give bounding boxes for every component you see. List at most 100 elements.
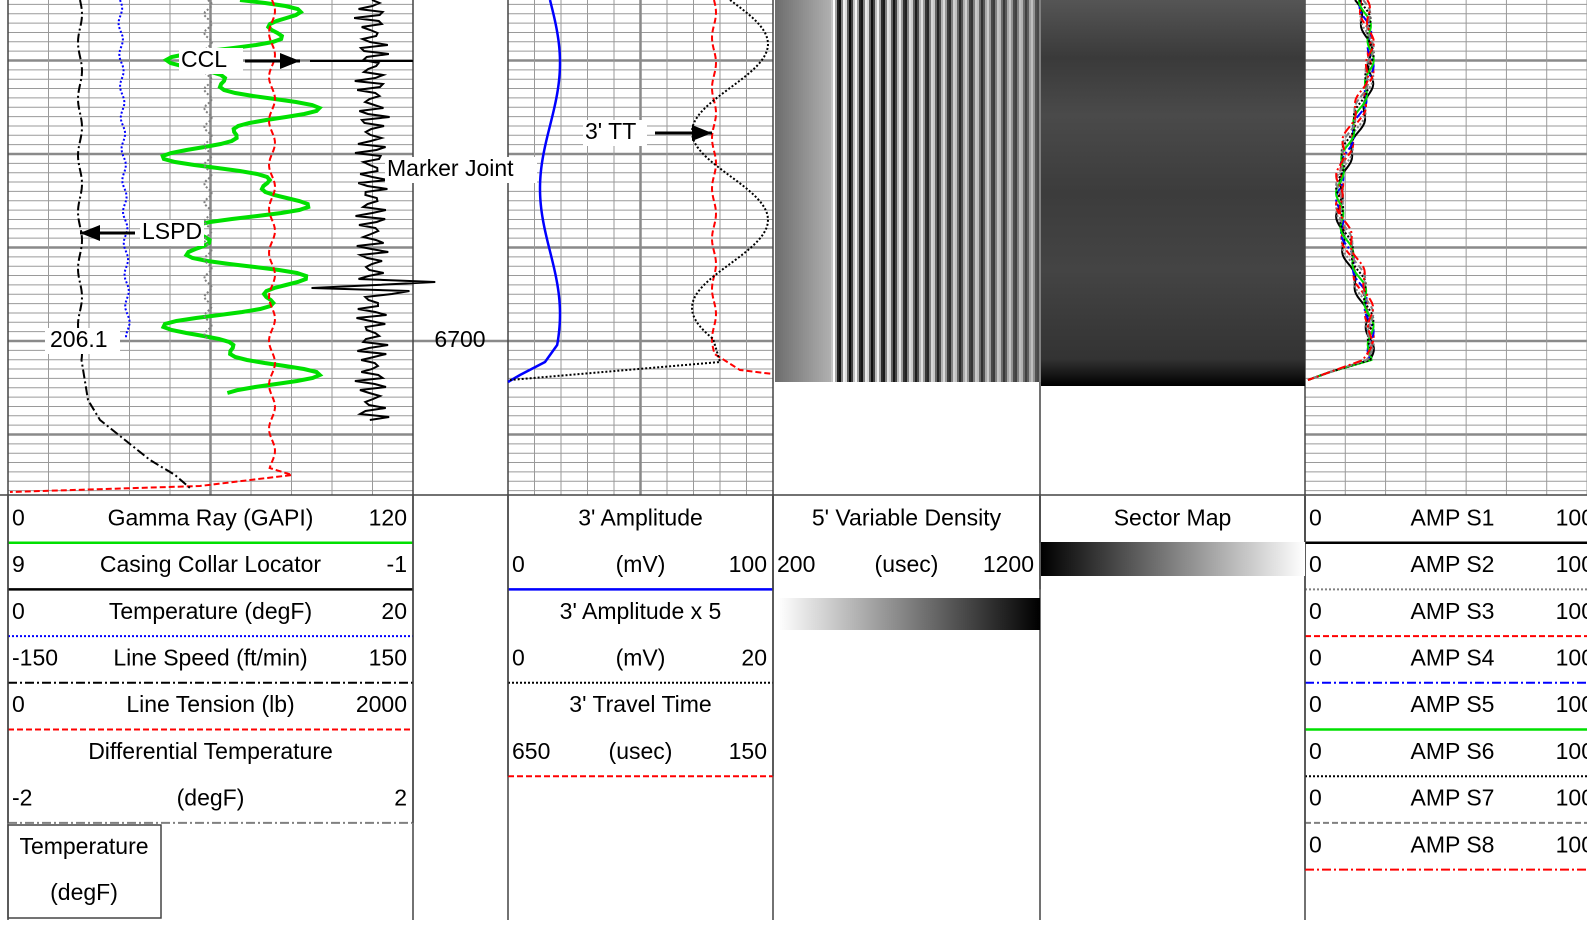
vdl-stripe	[971, 0, 973, 382]
track-bodies	[775, 0, 1305, 386]
curve-name: 3' Amplitude	[578, 504, 703, 530]
vdl-stripe	[901, 0, 903, 382]
vdl-stripe	[983, 0, 985, 382]
vdl-stripe	[923, 0, 925, 382]
vdl-stripe	[837, 0, 839, 382]
vdl-stripe	[887, 0, 889, 382]
curve-name: Temperature (degF)	[109, 598, 312, 624]
vdl-stripe	[871, 0, 873, 382]
vdl-stripe	[851, 0, 853, 382]
vdl-stripe	[1039, 0, 1041, 382]
scale-left: 0	[1309, 785, 1322, 811]
vdl-stripe	[937, 0, 939, 382]
annotations: 6700 CCL LSPD Marker Joint 3' TT 206.1	[45, 46, 712, 354]
scale-left: 0	[12, 691, 25, 717]
vdl-stripe	[1019, 0, 1021, 382]
annotation-bg	[140, 220, 204, 246]
curve-name: 5' Variable Density	[812, 504, 1002, 530]
arrow-head	[280, 53, 300, 69]
scale-right: 120	[369, 504, 407, 530]
vdl-stripe	[897, 0, 899, 382]
vdl-stripe	[827, 0, 829, 382]
annotation-bg	[385, 157, 537, 183]
vdl-stripe	[1031, 0, 1033, 382]
vdl-stripe	[909, 0, 911, 382]
scale-right: 100	[1556, 551, 1587, 577]
scale-left: 0	[1309, 738, 1322, 764]
curve-name: 3' Amplitude x 5	[560, 598, 722, 624]
vdl-stripe	[821, 0, 823, 382]
vdl-stripe	[913, 0, 915, 382]
vdl-stripe	[775, 0, 777, 382]
ccl	[311, 0, 436, 421]
vdl-stripe	[943, 0, 945, 382]
vdl-stripe	[789, 0, 791, 382]
vdl-stripe	[879, 0, 881, 382]
vdl-stripe	[963, 0, 965, 382]
vdl-stripe	[1027, 0, 1029, 382]
sector-amplitude	[1307, 0, 1375, 381]
curve-name: Differential Temperature	[88, 738, 333, 764]
vdl-stripe	[953, 0, 955, 382]
curve-name: (usec)	[609, 738, 673, 764]
scale-left: 0	[1309, 645, 1322, 671]
scale-right: -1	[387, 551, 407, 577]
vdl-stripe	[1009, 0, 1011, 382]
vdl-stripe	[935, 0, 937, 382]
vdl-stripe	[907, 0, 909, 382]
depth-label: 6700	[434, 326, 485, 352]
vdl-stripe	[955, 0, 957, 382]
scale-right: 100	[1556, 598, 1587, 624]
curve-name: Gamma Ray (GAPI)	[108, 504, 314, 530]
vdl-stripe	[977, 0, 979, 382]
scale-right: 100	[1556, 504, 1587, 530]
vdl-stripe	[933, 0, 935, 382]
line-tension	[9, 0, 293, 493]
vdl-stripe	[995, 0, 997, 382]
scale-left: 650	[512, 738, 550, 764]
curve-name: AMP S1	[1411, 504, 1495, 530]
vdl-stripe	[969, 0, 971, 382]
curve-name: Sector Map	[1114, 504, 1232, 530]
vdl-stripe	[967, 0, 969, 382]
headers: 0 120 Gamma Ray (GAPI) 9 -1 Casing Collar Loc…	[7, 496, 1587, 919]
vdl-stripe	[1029, 0, 1031, 382]
amplitude-x5	[509, 0, 769, 381]
vdl-stripe	[957, 0, 959, 382]
curve-name: AMP S8	[1411, 831, 1495, 857]
vdl-stripe	[915, 0, 917, 382]
vdl-stripe	[917, 0, 919, 382]
scale-left: -2	[12, 785, 32, 811]
vdl-stripe	[903, 0, 905, 382]
vdl-stripe	[857, 0, 859, 382]
vdl-stripe	[1011, 0, 1013, 382]
vdl-stripe	[893, 0, 895, 382]
vdl-stripe	[1035, 0, 1037, 382]
vdl-stripe	[1007, 0, 1009, 382]
vdl-stripe	[1021, 0, 1023, 382]
vdl-stripe	[989, 0, 991, 382]
vdl-stripe	[885, 0, 887, 382]
vdl-stripe	[859, 0, 861, 382]
vdl-stripe	[1001, 0, 1003, 382]
line-speed	[76, 0, 191, 489]
temperature	[117, 0, 131, 340]
vdl-stripe	[1037, 0, 1039, 382]
scale-right: 20	[381, 598, 407, 624]
vdl-stripe	[911, 0, 913, 382]
sector-amplitude	[1307, 0, 1375, 381]
travel-time	[710, 0, 774, 375]
vdl-stripe	[785, 0, 787, 382]
vdl-stripe	[867, 0, 869, 382]
curve-name: AMP S3	[1411, 598, 1495, 624]
vdl-stripe	[845, 0, 847, 382]
vdl-stripe	[1003, 0, 1005, 382]
vdl-stripe	[947, 0, 949, 382]
scale-right: 100	[1556, 831, 1587, 857]
temperature-box	[7, 824, 162, 919]
vdl-stripe	[929, 0, 931, 382]
vdl-stripe	[959, 0, 961, 382]
vdl-stripe	[863, 0, 865, 382]
sector-color-bar	[1041, 542, 1305, 576]
